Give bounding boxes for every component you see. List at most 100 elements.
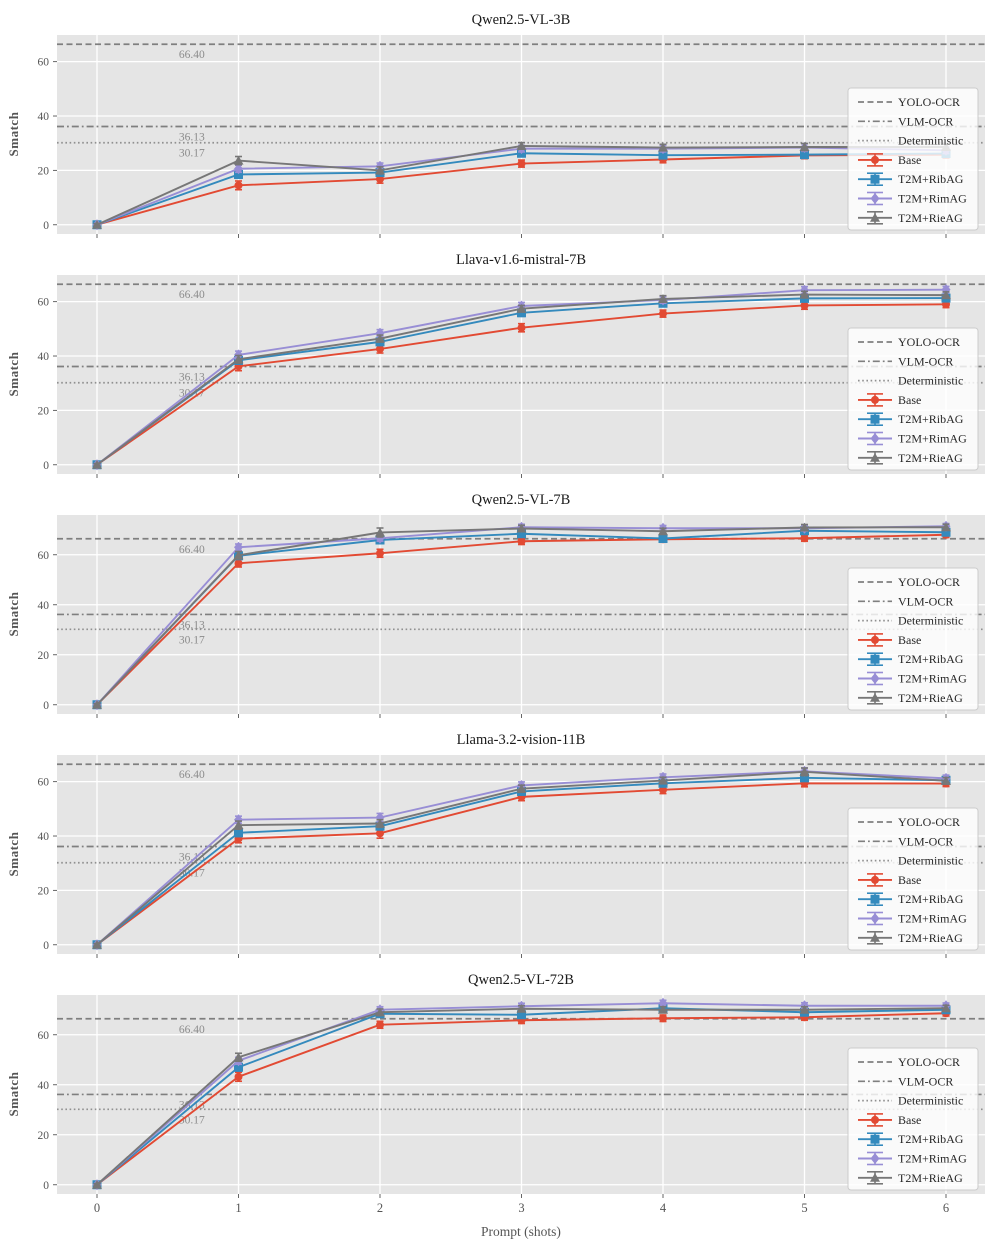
subplot-llama-32-vision-11b: Llama-3.2-vision-11B Smatch 0 20 40 60 66.40…: [0, 727, 997, 961]
svg-text:Base: Base: [898, 1113, 921, 1127]
y-axis-label: Smatch: [6, 591, 21, 637]
svg-text:T2M+RimAG: T2M+RimAG: [898, 192, 967, 206]
legend: YOLO-OCR VLM-OCR Deterministic Base T2M+RibA…: [847, 87, 979, 231]
reference-lines: 66.40 36.13 30.17: [57, 43, 985, 160]
svg-text:T2M+RimAG: T2M+RimAG: [898, 912, 967, 926]
plot-area-wrapper: Smatch 0 20 40 60 66.40 36.13 30.17 YOLO-OCR VLM…: [0, 275, 997, 481]
svg-text:T2M+RibAG: T2M+RibAG: [898, 412, 964, 426]
svg-text:3: 3: [518, 1201, 524, 1215]
svg-text:0: 0: [94, 1201, 100, 1215]
legend: YOLO-OCR VLM-OCR Deterministic Base T2M+RibA…: [847, 807, 979, 951]
svg-text:40: 40: [38, 351, 50, 363]
svg-text:0: 0: [43, 700, 49, 712]
axis-ticks: 0 20 40 60: [38, 777, 947, 958]
svg-text:T2M+RieAG: T2M+RieAG: [898, 691, 963, 705]
svg-text:60: 60: [38, 57, 50, 69]
svg-text:2: 2: [377, 1201, 383, 1215]
svg-text:YOLO-OCR: YOLO-OCR: [898, 815, 960, 829]
svg-text:20: 20: [38, 885, 50, 897]
svg-text:5: 5: [801, 1201, 807, 1215]
svg-text:40: 40: [38, 111, 50, 123]
svg-text:T2M+RibAG: T2M+RibAG: [898, 172, 964, 186]
svg-text:VLM-OCR: VLM-OCR: [898, 354, 953, 368]
svg-text:Base: Base: [898, 153, 921, 167]
svg-text:40: 40: [38, 600, 50, 612]
y-axis-label: Smatch: [6, 1071, 21, 1117]
svg-text:T2M+RieAG: T2M+RieAG: [898, 211, 963, 225]
svg-text:36.13: 36.13: [179, 132, 205, 144]
legend: YOLO-OCR VLM-OCR Deterministic Base T2M+RibA…: [847, 327, 979, 471]
legend: YOLO-OCR VLM-OCR Deterministic Base T2M+RibA…: [847, 567, 979, 711]
figure: Qwen2.5-VL-3B Smatch 0 20 40 60 66.40 36.13 30…: [0, 7, 997, 1243]
plot-area-wrapper: Smatch 0 20 40 60 0 1 2 3 4 5 6 66.40 36.13 30.17 YOLO…: [0, 995, 997, 1223]
svg-text:0: 0: [43, 460, 49, 472]
svg-text:T2M+RimAG: T2M+RimAG: [898, 432, 967, 446]
svg-text:20: 20: [38, 165, 50, 177]
y-axis-label: Smatch: [6, 351, 21, 397]
svg-text:Deterministic: Deterministic: [898, 614, 963, 628]
svg-text:Base: Base: [898, 873, 921, 887]
svg-text:YOLO-OCR: YOLO-OCR: [898, 335, 960, 349]
svg-text:Deterministic: Deterministic: [898, 1094, 963, 1108]
svg-text:66.40: 66.40: [179, 49, 205, 61]
grid: [57, 515, 985, 714]
svg-text:1: 1: [235, 1201, 241, 1215]
svg-text:30.17: 30.17: [179, 148, 205, 160]
svg-text:T2M+RibAG: T2M+RibAG: [898, 892, 964, 906]
svg-text:20: 20: [38, 405, 50, 417]
chart-canvas: 020406066.4036.1330.17YOLO-OCRVLM-OCRDet…: [38, 275, 985, 478]
svg-text:T2M+RieAG: T2M+RieAG: [898, 451, 963, 465]
svg-text:0: 0: [43, 220, 49, 232]
series-t2m-rieag: [92, 289, 951, 469]
svg-text:66.40: 66.40: [179, 289, 205, 301]
svg-text:Deterministic: Deterministic: [898, 134, 963, 148]
svg-text:T2M+RimAG: T2M+RimAG: [898, 1152, 967, 1166]
chart-canvas: 020406066.4036.1330.17YOLO-OCRVLM-OCRDet…: [38, 755, 985, 958]
grid: [57, 35, 985, 234]
series-t2m-rieag: [92, 522, 951, 709]
svg-text:6: 6: [943, 1201, 949, 1215]
axis-ticks: 0 20 40 60: [38, 297, 947, 478]
svg-text:T2M+RibAG: T2M+RibAG: [898, 652, 964, 666]
chart-title: Qwen2.5-VL-7B: [471, 492, 571, 508]
svg-text:VLM-OCR: VLM-OCR: [898, 1074, 953, 1088]
chart-title: Llama-3.2-vision-11B: [456, 732, 586, 748]
svg-text:20: 20: [38, 1130, 50, 1142]
svg-text:VLM-OCR: VLM-OCR: [898, 594, 953, 608]
plot-area-wrapper: Smatch 0 20 40 60 66.40 36.13 30.17 YOLO-OCR VLM…: [0, 35, 997, 241]
svg-text:YOLO-OCR: YOLO-OCR: [898, 575, 960, 589]
svg-text:0: 0: [43, 940, 49, 952]
x-axis-label: Prompt (shots): [481, 1224, 561, 1239]
reference-lines: 66.40 36.13 30.17: [57, 537, 985, 646]
svg-text:66.40: 66.40: [179, 544, 205, 556]
svg-text:66.40: 66.40: [179, 1024, 205, 1036]
svg-text:Deterministic: Deterministic: [898, 854, 963, 868]
svg-text:T2M+RibAG: T2M+RibAG: [898, 1132, 964, 1146]
subplot-qwen25-vl-7b: Qwen2.5-VL-7B Smatch 0 20 40 60 66.40 36.13 30…: [0, 487, 997, 721]
svg-text:30.17: 30.17: [179, 634, 205, 646]
axis-ticks: 0 20 40 60: [38, 550, 947, 718]
svg-text:40: 40: [38, 1080, 50, 1092]
y-axis-label: Smatch: [6, 831, 21, 877]
svg-text:60: 60: [38, 777, 50, 789]
svg-text:T2M+RieAG: T2M+RieAG: [898, 931, 963, 945]
svg-text:T2M+RimAG: T2M+RimAG: [898, 672, 967, 686]
svg-text:T2M+RieAG: T2M+RieAG: [898, 1171, 963, 1185]
svg-text:VLM-OCR: VLM-OCR: [898, 114, 953, 128]
svg-text:66.40: 66.40: [179, 769, 205, 781]
subplot-llava-v16-mistral-7b: Llava-v1.6-mistral-7B Smatch 0 20 40 60 66.4…: [0, 247, 997, 481]
plot-area-wrapper: Smatch 0 20 40 60 66.40 36.13 30.17 YOLO-OCR VLM…: [0, 755, 997, 961]
subplot-qwen25-vl-3b: Qwen2.5-VL-3B Smatch 0 20 40 60 66.40 36.13 30…: [0, 7, 997, 241]
series-t2m-rieag: [92, 767, 951, 949]
chart-title: Llava-v1.6-mistral-7B: [455, 252, 587, 268]
svg-text:60: 60: [38, 550, 50, 562]
chart-canvas: 0 20 40 60 66.40 36.13 30.17 YOLO-OCR VLM-OCR Det…: [38, 515, 985, 718]
svg-text:YOLO-OCR: YOLO-OCR: [898, 1055, 960, 1069]
legend: YOLO-OCR VLM-OCR Deterministic Base T2M+RibA…: [847, 1047, 979, 1191]
svg-text:36.13: 36.13: [179, 619, 205, 631]
svg-text:YOLO-OCR: YOLO-OCR: [898, 95, 960, 109]
svg-text:20: 20: [38, 650, 50, 662]
chart-canvas: 0 20 40 60 66.40 36.13 30.17 YOLO-OCR VLM-OCR Det…: [38, 35, 985, 238]
